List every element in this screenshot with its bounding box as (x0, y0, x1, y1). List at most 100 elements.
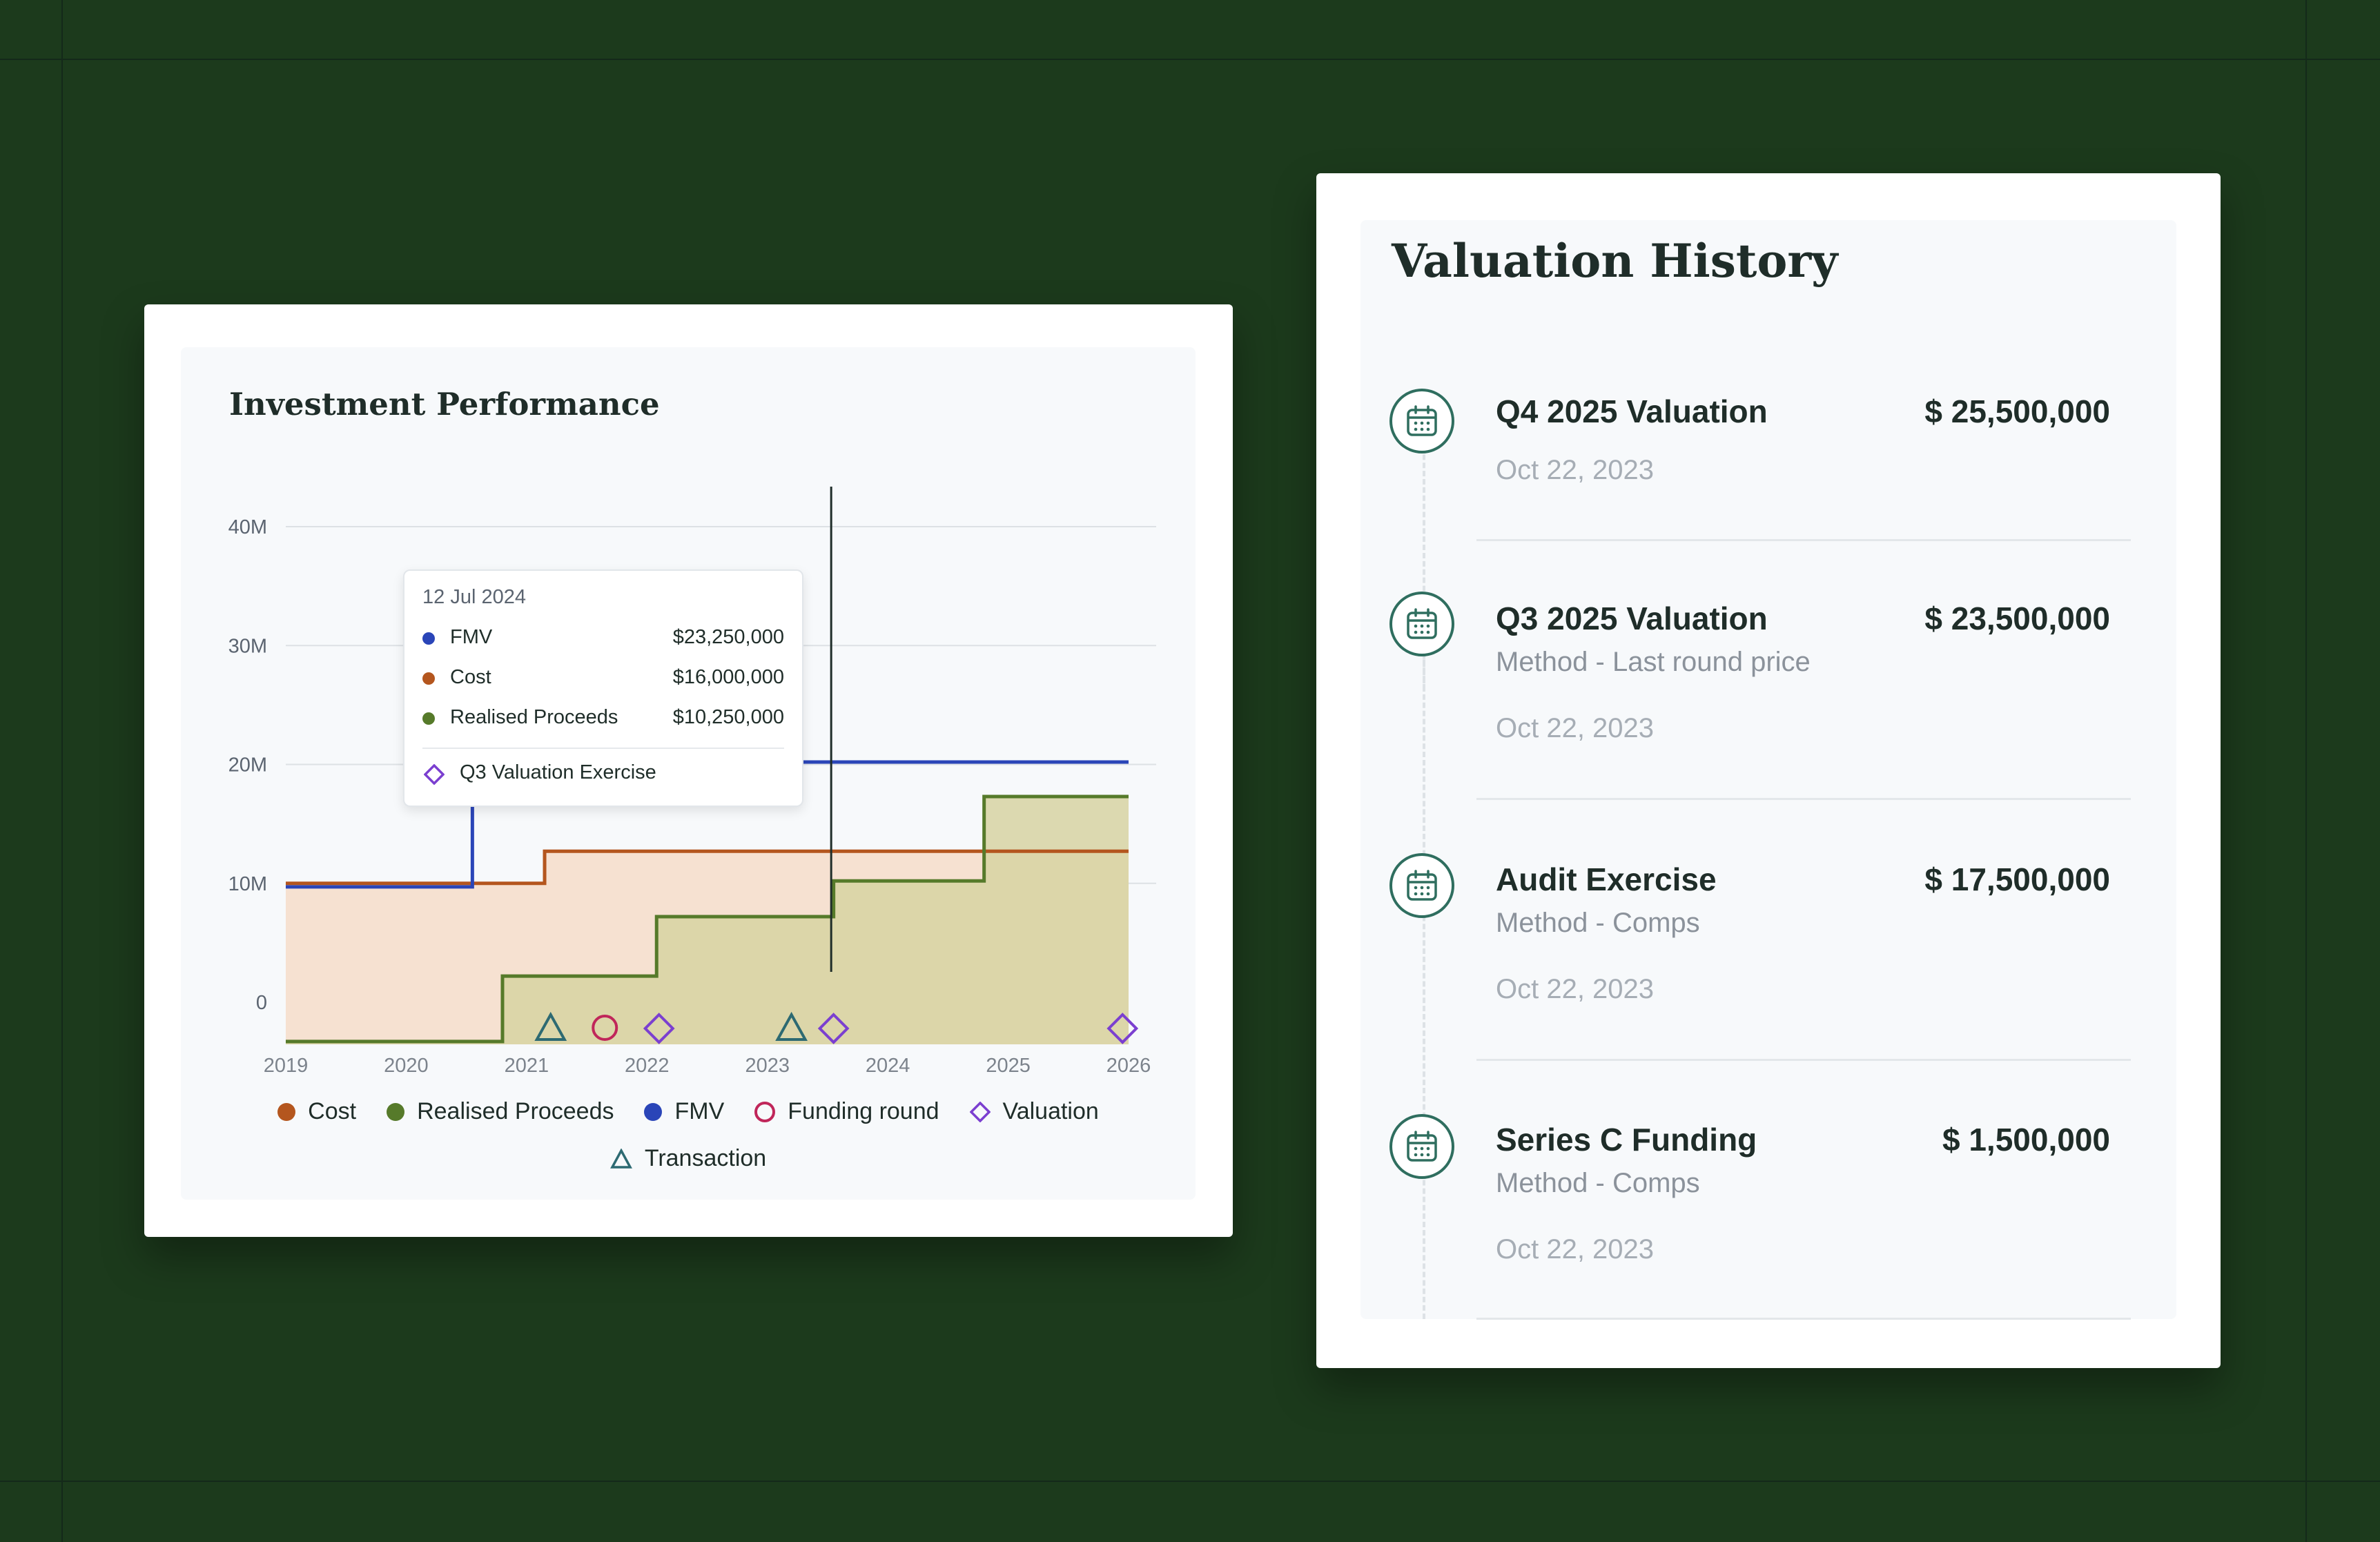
fmv-dot-icon (422, 632, 435, 645)
legend-label: FMV (674, 1098, 725, 1124)
valuation-history-title: Valuation History (1392, 234, 1838, 288)
valuation-entry-date: Oct 22, 2023 (1496, 1234, 1655, 1265)
valuation-entry-date: Oct 22, 2023 (1496, 974, 1655, 1004)
valuation-entry-method: Method - Last round price (1496, 647, 1811, 677)
transaction-marker (534, 1011, 567, 1041)
valuation-entry-title: Audit Exercise (1496, 861, 1717, 897)
y-axis-ticks: 0 10M 20M 30M 40M (228, 516, 267, 1014)
realised-proceeds-dot-icon (422, 712, 435, 725)
transaction-marker (775, 1011, 808, 1041)
legend-item-transaction[interactable]: Transaction (609, 1145, 767, 1172)
tooltip-row-cost: Cost $16,000,000 (422, 666, 784, 691)
y-tick-label: 30M (228, 635, 267, 657)
x-tick-label: 2022 (625, 1055, 670, 1077)
timeline-connector (1423, 883, 1425, 1159)
tooltip-row-fmv: FMV $23,250,000 (422, 626, 784, 651)
x-tick-label: 2020 (384, 1055, 429, 1077)
valuation-entry-amount: $ 23,500,000 (1924, 601, 2110, 636)
valuation-entry-date: Oct 22, 2023 (1496, 455, 1655, 485)
valuation-entry-amount: $ 1,500,000 (1942, 1122, 2110, 1158)
valuation-entry-date: Oct 22, 2023 (1496, 713, 1655, 743)
tooltip-value: $23,250,000 (672, 626, 784, 648)
legend-label: Funding round (788, 1098, 939, 1124)
fmv-dot-icon (644, 1102, 663, 1121)
valuation-entry-title: Series C Funding (1496, 1122, 1757, 1158)
legend-label: Transaction (644, 1145, 767, 1171)
guide-line (0, 1481, 2380, 1482)
valuation-marker (1106, 1013, 1139, 1044)
funding-round-ring-icon (754, 1101, 776, 1122)
legend-label: Cost (308, 1098, 357, 1124)
series-line-realised-proceeds (286, 794, 1129, 1044)
cost-dot-icon (422, 672, 435, 685)
tooltip-label: Cost (450, 666, 491, 688)
chart-legend-row-2: Transaction (181, 1145, 1196, 1172)
calendar-icon (1389, 592, 1454, 656)
chart-event-markers (534, 1011, 1139, 1044)
calendar-icon (1389, 1114, 1454, 1179)
legend-item-valuation[interactable]: Valuation (969, 1098, 1099, 1125)
series-line-cost (286, 849, 1129, 886)
timeline-connector (1423, 621, 1425, 897)
tooltip-label: FMV (450, 626, 493, 648)
guide-line (0, 59, 2380, 60)
x-tick-label: 2023 (745, 1055, 790, 1077)
x-tick-label: 2021 (505, 1055, 549, 1077)
guide-line (61, 0, 63, 1542)
tooltip-date: 12 Jul 2024 (422, 586, 526, 608)
x-tick-label: 2026 (1106, 1055, 1151, 1077)
valuation-entry-title: Q3 2025 Valuation (1496, 601, 1768, 636)
timeline-connector (1423, 1138, 1425, 1319)
legend-item-cost[interactable]: Cost (277, 1098, 356, 1125)
y-tick-label: 10M (228, 873, 267, 895)
entry-divider (1476, 1059, 2131, 1061)
valuation-history-panel: Valuation History Q4 2025 Valuation $ 25… (1360, 220, 2176, 1320)
legend-item-realised-proceeds[interactable]: Realised Proceeds (387, 1098, 614, 1125)
valuation-history-card: Valuation History Q4 2025 Valuation $ 25… (1316, 173, 2221, 1368)
chart-tooltip: 12 Jul 2024 FMV $23,250,000 Cost $16,000… (403, 569, 803, 807)
valuation-entry-method: Method - Comps (1496, 908, 1700, 938)
legend-item-fmv[interactable]: FMV (644, 1098, 724, 1125)
legend-label: Realised Proceeds (417, 1098, 614, 1124)
tooltip-value: $10,250,000 (672, 706, 784, 728)
tooltip-event-label: Q3 Valuation Exercise (460, 761, 656, 783)
calendar-icon (1389, 389, 1454, 453)
valuation-marker (817, 1013, 850, 1044)
entry-divider (1476, 798, 2131, 800)
chart-title: Investment Performance (229, 386, 660, 422)
entry-divider (1476, 539, 2131, 541)
y-tick-label: 0 (256, 992, 267, 1014)
y-tick-label: 20M (228, 754, 267, 777)
valuation-diamond-icon (424, 764, 445, 785)
transaction-triangle-icon (609, 1148, 632, 1169)
x-tick-label: 2024 (866, 1055, 910, 1077)
tooltip-value: $16,000,000 (672, 666, 784, 688)
legend-item-funding-round[interactable]: Funding round (754, 1098, 939, 1125)
funding-round-marker (592, 1015, 618, 1041)
x-tick-label: 2019 (264, 1055, 309, 1077)
valuation-marker (643, 1013, 675, 1044)
valuation-entry-method: Method - Comps (1496, 1168, 1700, 1198)
tooltip-row-realised-proceeds: Realised Proceeds $10,250,000 (422, 706, 784, 731)
calendar-icon (1389, 853, 1454, 918)
cost-dot-icon (277, 1102, 296, 1121)
valuation-diamond-icon (969, 1101, 991, 1122)
realised-proceeds-dot-icon (387, 1102, 405, 1121)
x-axis-ticks: 2019 2020 2021 2022 2023 2024 2025 2026 (264, 1055, 1151, 1077)
chart-area-fills (286, 797, 1129, 1044)
tooltip-label: Realised Proceeds (450, 706, 618, 728)
area-fill-realised-proceeds (286, 797, 1129, 1044)
chart-legend-row-1: Cost Realised Proceeds FMV Funding round… (181, 1098, 1196, 1125)
timeline-connector (1423, 413, 1425, 690)
y-tick-label: 40M (228, 516, 267, 538)
valuation-entry-amount: $ 17,500,000 (1924, 861, 2110, 897)
valuation-entry-amount: $ 25,500,000 (1924, 393, 2110, 429)
guide-line (2305, 0, 2307, 1542)
investment-performance-panel: Investment Performance 0 10M 20M 30M 40M 201… (181, 347, 1196, 1200)
entry-divider (1476, 1318, 2131, 1320)
investment-performance-card: Investment Performance 0 10M 20M 30M 40M 201… (144, 304, 1233, 1237)
tooltip-divider (422, 748, 784, 749)
legend-label: Valuation (1002, 1098, 1099, 1124)
valuation-entry-title: Q4 2025 Valuation (1496, 393, 1768, 429)
x-tick-label: 2025 (986, 1055, 1031, 1077)
